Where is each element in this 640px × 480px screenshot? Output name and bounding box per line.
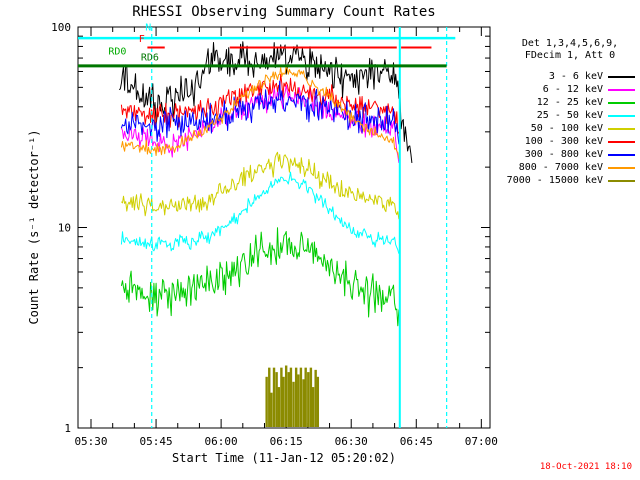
x-tick-label: 06:30 <box>335 435 368 448</box>
legend-item-50-100-kev: 50 - 100 keV <box>505 122 635 135</box>
legend-item-300-800-kev: 300 - 800 keV <box>505 148 635 161</box>
series-lines <box>118 41 413 427</box>
y-axis-label: Count Rate (s⁻¹ detector⁻¹) <box>27 129 41 325</box>
series-50-100-kev <box>121 151 400 220</box>
legend-label: 300 - 800 keV <box>524 148 603 160</box>
x-tick-label: 05:45 <box>140 435 173 448</box>
legend-label: 3 - 6 keV <box>548 70 603 82</box>
y-tick-label: 1 <box>64 422 71 435</box>
legend-label: 100 - 300 keV <box>524 135 603 147</box>
legend-color-line <box>608 166 635 169</box>
legend-color-line <box>608 127 635 130</box>
legend-label: 800 - 7000 keV <box>518 161 603 173</box>
legend-label: 7000 - 15000 keV <box>506 174 603 186</box>
y-tick-label: 100 <box>51 21 71 34</box>
legend-item-3-6-kev: 3 - 6 keV <box>505 70 635 83</box>
legend-header: Det 1,3,4,5,6,9, FDecim 1, Att 0 <box>505 38 635 62</box>
series-300-800-kev <box>120 80 400 145</box>
legend-color-line <box>608 88 635 91</box>
x-tick-label: 06:15 <box>270 435 303 448</box>
legend-color-line <box>608 114 635 117</box>
legend-color-line <box>608 101 635 104</box>
flag-overlays: NF RD0 RD6 <box>78 23 456 428</box>
x-tick-label: 05:30 <box>74 435 107 448</box>
legend-label: 12 - 25 keV <box>536 96 603 108</box>
creation-timestamp: 18-Oct-2021 18:10 <box>539 462 632 472</box>
x-tick-label: 06:00 <box>205 435 238 448</box>
legend-label: 6 - 12 keV <box>542 83 603 95</box>
legend-header-line: Det 1,3,4,5,6,9, <box>521 38 619 49</box>
plot-axes: 1 10 100 05:30 05:45 06:00 06:15 06:30 06:45 07:0… <box>51 21 498 448</box>
series-25-50-kev <box>120 171 400 254</box>
legend-color-line <box>608 153 635 156</box>
legend-item-7000-15000-kev: 7000 - 15000 keV <box>505 174 635 187</box>
x-tick-label: 07:00 <box>465 435 498 448</box>
series-7000-15000-kev <box>265 365 320 427</box>
flag-label-rd6: RD6 <box>141 53 159 64</box>
flag-label-n: N <box>145 23 151 34</box>
legend-item-800-7000-kev: 800 - 7000 keV <box>505 161 635 174</box>
flag-label-f: F <box>139 34 145 45</box>
legend-item-6-12-kev: 6 - 12 keV <box>505 83 635 96</box>
legend-label: 50 - 100 keV <box>530 122 603 134</box>
x-axis-label: Start Time (11-Jan-12 05:20:02) <box>172 451 396 465</box>
chart-title: RHESSI Observing Summary Count Rates <box>132 4 436 20</box>
legend-item-100-300-kev: 100 - 300 keV <box>505 135 635 148</box>
legend: Det 1,3,4,5,6,9, FDecim 1, Att 0 3 - 6 ke… <box>505 38 635 187</box>
legend-item-25-50-kev: 25 - 50 keV <box>505 109 635 122</box>
legend-item-12-25-kev: 12 - 25 keV <box>505 96 635 109</box>
series-3-6-kev <box>118 41 413 163</box>
flag-label-rd0: RD0 <box>108 46 126 57</box>
legend-color-line <box>608 75 635 78</box>
series-800-7000-kev <box>120 64 400 159</box>
x-tick-label: 06:45 <box>400 435 433 448</box>
legend-color-line <box>608 179 635 182</box>
legend-items: 3 - 6 keV 6 - 12 keV 12 - 25 keV 25 - 50 ke… <box>505 70 635 187</box>
legend-label: 25 - 50 keV <box>536 109 603 121</box>
legend-color-line <box>608 140 635 143</box>
series-12-25-kev <box>120 227 400 327</box>
y-tick-label: 10 <box>58 222 71 235</box>
legend-header-line: FDecim 1, Att 0 <box>524 50 616 61</box>
